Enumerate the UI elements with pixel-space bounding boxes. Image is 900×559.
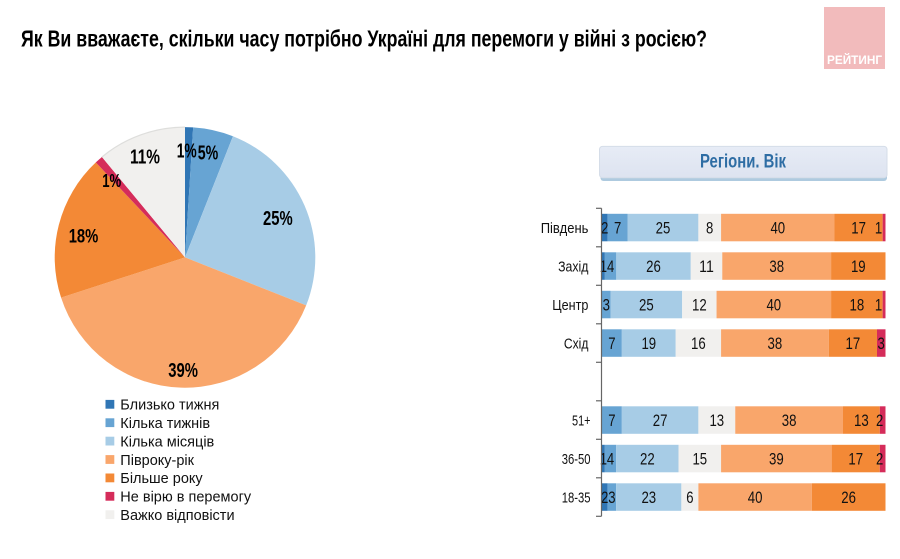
svg-text:25: 25 [639, 297, 654, 315]
svg-text:3: 3 [603, 297, 610, 315]
svg-text:13: 13 [854, 412, 869, 430]
svg-text:5%: 5% [198, 142, 219, 164]
svg-text:Важко відповісти: Важко відповісти [120, 508, 234, 524]
svg-text:17: 17 [846, 335, 861, 353]
svg-text:17: 17 [851, 220, 866, 238]
svg-text:13: 13 [709, 412, 724, 430]
svg-text:2: 2 [876, 451, 883, 469]
svg-text:11: 11 [699, 258, 714, 276]
svg-text:Як Ви вважаєте, скільки часу п: Як Ви вважаєте, скільки часу потрібно Ук… [21, 25, 707, 51]
svg-text:Більше року: Більше року [120, 471, 203, 487]
svg-text:1: 1 [875, 297, 882, 315]
svg-text:17: 17 [848, 451, 863, 469]
svg-text:4: 4 [607, 451, 614, 469]
svg-text:19: 19 [851, 258, 866, 276]
svg-text:36-50: 36-50 [562, 451, 591, 468]
svg-text:18-35: 18-35 [562, 489, 591, 506]
svg-text:1: 1 [600, 258, 607, 276]
svg-text:40: 40 [770, 220, 785, 238]
svg-text:22: 22 [640, 451, 655, 469]
svg-text:19: 19 [641, 335, 656, 353]
svg-text:Південь: Південь [541, 220, 589, 237]
svg-text:18%: 18% [69, 226, 99, 248]
svg-text:Кілька тижнів: Кілька тижнів [120, 416, 210, 432]
svg-text:Не вірю в перемогу: Не вірю в перемогу [120, 490, 252, 506]
svg-text:26: 26 [646, 258, 661, 276]
svg-text:Регіони. Вік: Регіони. Вік [700, 152, 786, 173]
svg-text:39%: 39% [168, 360, 198, 382]
svg-text:1%: 1% [102, 170, 121, 191]
svg-text:Кілька місяців: Кілька місяців [120, 434, 214, 450]
svg-text:1: 1 [875, 220, 882, 238]
svg-text:Центр: Центр [552, 297, 588, 314]
svg-text:Півроку-рік: Півроку-рік [120, 453, 194, 469]
svg-text:27: 27 [653, 412, 668, 430]
svg-text:Близько тижня: Близько тижня [120, 398, 219, 414]
svg-text:26: 26 [841, 489, 856, 507]
svg-text:7: 7 [608, 412, 615, 430]
svg-text:Захід: Захід [558, 258, 588, 275]
svg-text:3: 3 [608, 489, 615, 507]
svg-text:2: 2 [601, 489, 608, 507]
svg-text:25: 25 [656, 220, 671, 238]
svg-text:51+: 51+ [572, 412, 591, 429]
svg-text:23: 23 [641, 489, 656, 507]
svg-text:3: 3 [878, 335, 885, 353]
svg-text:16: 16 [691, 335, 706, 353]
svg-text:2: 2 [876, 412, 883, 430]
svg-text:7: 7 [608, 335, 615, 353]
svg-text:2: 2 [601, 220, 608, 238]
svg-text:6: 6 [686, 489, 693, 507]
svg-text:1%: 1% [177, 141, 197, 163]
svg-text:7: 7 [614, 220, 621, 238]
svg-text:4: 4 [607, 258, 614, 276]
svg-text:38: 38 [768, 335, 783, 353]
svg-text:РЕЙТИНГ: РЕЙТИНГ [827, 52, 882, 67]
svg-text:38: 38 [782, 412, 797, 430]
svg-text:12: 12 [692, 297, 707, 315]
svg-text:40: 40 [748, 489, 763, 507]
svg-text:40: 40 [766, 297, 781, 315]
svg-text:39: 39 [769, 451, 784, 469]
svg-text:38: 38 [769, 258, 784, 276]
svg-text:15: 15 [692, 451, 707, 469]
svg-text:Схід: Схід [564, 335, 589, 352]
svg-text:11%: 11% [130, 147, 160, 169]
svg-text:1: 1 [600, 451, 607, 469]
svg-text:25%: 25% [263, 208, 293, 230]
svg-text:18: 18 [850, 297, 865, 315]
svg-text:8: 8 [706, 220, 713, 238]
